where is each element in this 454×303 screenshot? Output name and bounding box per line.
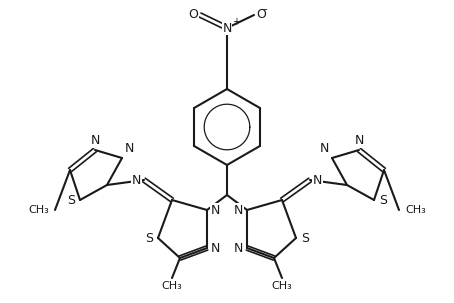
Text: N: N	[125, 142, 134, 155]
Text: N: N	[211, 241, 220, 255]
Text: N: N	[320, 142, 329, 155]
Text: N: N	[234, 241, 243, 255]
Text: S: S	[379, 194, 387, 207]
Text: N: N	[234, 204, 243, 217]
Text: S: S	[301, 231, 309, 245]
Text: N: N	[354, 134, 364, 147]
Text: N: N	[222, 22, 232, 35]
Text: +: +	[232, 17, 240, 27]
Text: CH₃: CH₃	[405, 205, 426, 215]
Text: S: S	[67, 194, 75, 207]
Text: O: O	[256, 8, 266, 22]
Text: N: N	[132, 174, 141, 187]
Text: CH₃: CH₃	[271, 281, 292, 291]
Text: O: O	[188, 8, 198, 22]
Text: S: S	[145, 231, 153, 245]
Text: CH₃: CH₃	[162, 281, 183, 291]
Text: N: N	[313, 174, 322, 187]
Text: N: N	[211, 204, 220, 217]
Text: −: −	[260, 5, 268, 15]
Text: N: N	[90, 134, 100, 147]
Text: CH₃: CH₃	[28, 205, 49, 215]
